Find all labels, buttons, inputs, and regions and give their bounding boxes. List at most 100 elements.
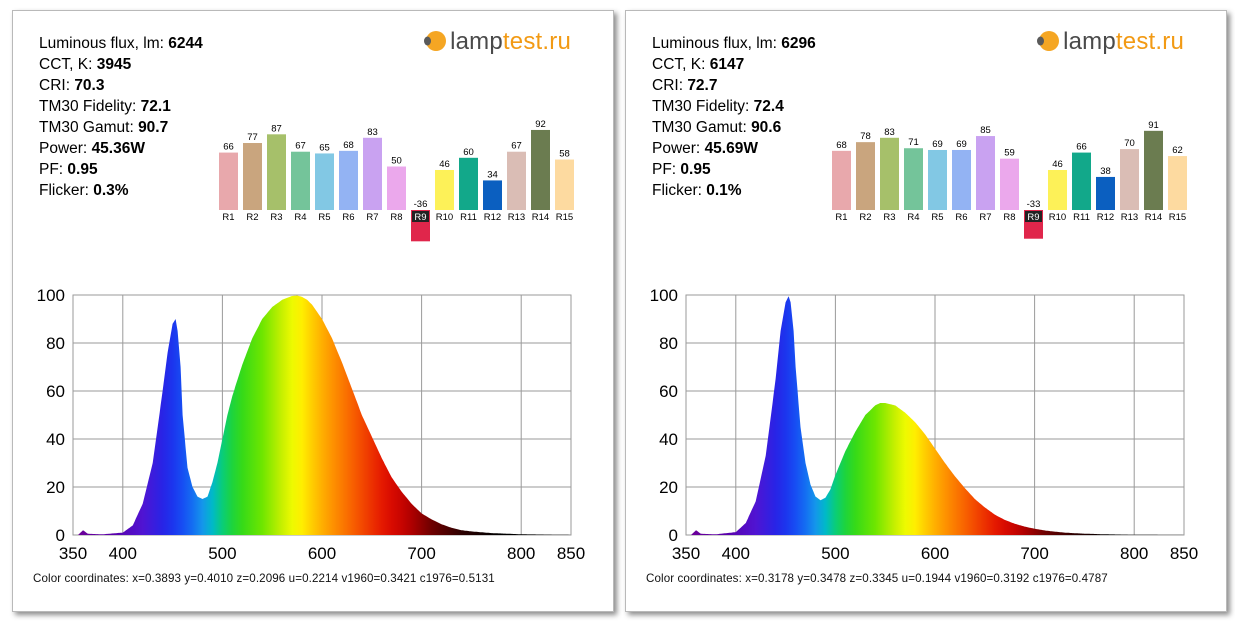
cri-bar-r1	[219, 152, 238, 210]
cri-axis-label: R9	[1027, 212, 1039, 223]
cri-axis-label: R14	[532, 212, 549, 223]
cri-bar-r4	[291, 151, 310, 210]
measurement-stats: Luminous flux, lm: 6244 CCT, K: 3945 CRI…	[39, 33, 203, 201]
cri-value-label: 70	[1124, 138, 1135, 149]
cri-axis-label: R8	[1003, 212, 1015, 223]
spectrum-panel-left: Luminous flux, lm: 6244 CCT, K: 3945 CRI…	[12, 10, 614, 612]
cri-axis-label: R2	[246, 212, 258, 223]
cri-axis-label: R10	[1049, 212, 1066, 223]
x-tick-label: 350	[59, 544, 87, 563]
cri-bar-r14	[531, 129, 550, 210]
lamp-icon	[423, 30, 447, 54]
cri-value-label: 91	[1148, 120, 1159, 131]
y-tick-label: 80	[659, 334, 678, 353]
cri-axis-label: R15	[1169, 212, 1186, 223]
y-tick-label: 20	[46, 478, 65, 497]
cri-axis-label: R7	[366, 212, 378, 223]
y-tick-label: 80	[46, 334, 65, 353]
lamp-icon	[1036, 30, 1060, 54]
cri-bar-r10	[1048, 169, 1067, 210]
cri-bar-r14	[1144, 130, 1163, 210]
cri-bar-r5	[315, 153, 334, 210]
cri-bar-r7	[976, 136, 995, 210]
cri-axis-label: R4	[907, 212, 919, 223]
cri-value-label: 50	[391, 156, 402, 167]
stat-tm30-gamut: TM30 Gamut: 90.7	[39, 119, 169, 136]
cri-value-label: -36	[414, 199, 428, 210]
cri-label-highlight	[1025, 211, 1042, 222]
stat-cri: CRI: 72.7	[652, 77, 718, 94]
stat-cct: CCT, K: 6147	[652, 56, 745, 73]
cri-bar-r2	[856, 142, 875, 210]
x-tick-label: 700	[407, 544, 435, 563]
cri-axis-label: R13	[508, 212, 525, 223]
cri-value-label: 92	[535, 119, 546, 130]
cri-bar-r1	[832, 150, 851, 210]
cri-value-label: 66	[223, 142, 234, 153]
cri-bar-chart: 66 R1 77 R2 87 R3 67 R4 65 R5 68 R6 83 R7 50 R8 -36 R9 46 R…	[219, 119, 574, 242]
cri-bar-r12	[483, 180, 502, 210]
cri-axis-label: R4	[294, 212, 306, 223]
x-tick-label: 600	[308, 544, 336, 563]
color-coordinates: Color coordinates: x=0.3178 y=0.3478 z=0…	[646, 572, 1108, 585]
y-tick-label: 40	[659, 430, 678, 449]
stat-flicker: Flicker: 0.3%	[39, 182, 129, 199]
stat-tm30-fidelity: TM30 Fidelity: 72.1	[39, 98, 171, 115]
x-tick-label: 850	[1170, 544, 1198, 563]
cri-bar-r11	[1072, 152, 1091, 210]
cri-bar-r7	[363, 137, 382, 210]
cri-value-label: 65	[319, 142, 330, 153]
cri-axis-label: R10	[436, 212, 453, 223]
y-tick-label: 0	[669, 526, 678, 545]
x-tick-label: 400	[109, 544, 137, 563]
spectrum-chart: 0 20 40 60 80 100 350 400 500 600 700 800 850	[37, 286, 586, 563]
cri-value-label: 67	[511, 141, 522, 152]
stat-cri: CRI: 70.3	[39, 77, 105, 94]
measurement-stats: Luminous flux, lm: 6296 CCT, K: 6147 CRI…	[652, 33, 816, 201]
cri-bar-r5	[928, 149, 947, 210]
cri-value-label: 46	[1052, 159, 1063, 170]
cri-label-highlight	[412, 211, 429, 222]
y-tick-label: 60	[46, 382, 65, 401]
x-tick-label: 500	[208, 544, 236, 563]
logo-text-test: test.ru	[1115, 28, 1184, 55]
cri-axis-label: R15	[556, 212, 573, 223]
cri-axis-label: R12	[484, 212, 501, 223]
cri-axis-label: R5	[931, 212, 943, 223]
y-tick-label: 60	[659, 382, 678, 401]
lamptest-logo: lamp test.ru	[1036, 27, 1184, 57]
cri-axis-label: R1	[835, 212, 847, 223]
cri-axis-label: R3	[883, 212, 895, 223]
y-tick-label: 100	[37, 286, 65, 305]
cri-value-label: 66	[1076, 142, 1087, 153]
cri-value-label: 38	[1100, 166, 1111, 177]
cri-bar-r10	[435, 169, 454, 210]
cri-bar-r3	[267, 134, 286, 210]
color-coordinates: Color coordinates: x=0.3893 y=0.4010 z=0…	[33, 572, 495, 585]
stat-cct: CCT, K: 3945	[39, 56, 132, 73]
cri-value-label: 69	[956, 139, 967, 150]
cri-bar-r3	[880, 137, 899, 210]
cri-axis-label: R14	[1145, 212, 1162, 223]
cri-axis-label: R8	[390, 212, 402, 223]
cri-bar-r8	[387, 166, 406, 210]
cri-value-label: 46	[439, 159, 450, 170]
cri-bar-r13	[507, 151, 526, 210]
cri-value-label: 77	[247, 132, 258, 143]
logo-text-lamp: lamp	[1063, 28, 1116, 55]
x-tick-label: 700	[1020, 544, 1048, 563]
y-tick-label: 40	[46, 430, 65, 449]
cri-value-label: 68	[836, 140, 847, 151]
stat-pf: PF: 0.95	[652, 161, 711, 178]
cri-axis-label: R3	[270, 212, 282, 223]
y-tick-label: 0	[56, 526, 65, 545]
cri-value-label: 34	[487, 169, 498, 180]
x-tick-label: 500	[821, 544, 849, 563]
spectrum-area	[73, 295, 571, 535]
cri-axis-label: R2	[859, 212, 871, 223]
cri-axis-label: R1	[222, 212, 234, 223]
logo-text-test: test.ru	[502, 28, 571, 55]
cri-value-label: 69	[932, 139, 943, 150]
cri-bar-r4	[904, 148, 923, 210]
cri-bar-r6	[952, 149, 971, 210]
